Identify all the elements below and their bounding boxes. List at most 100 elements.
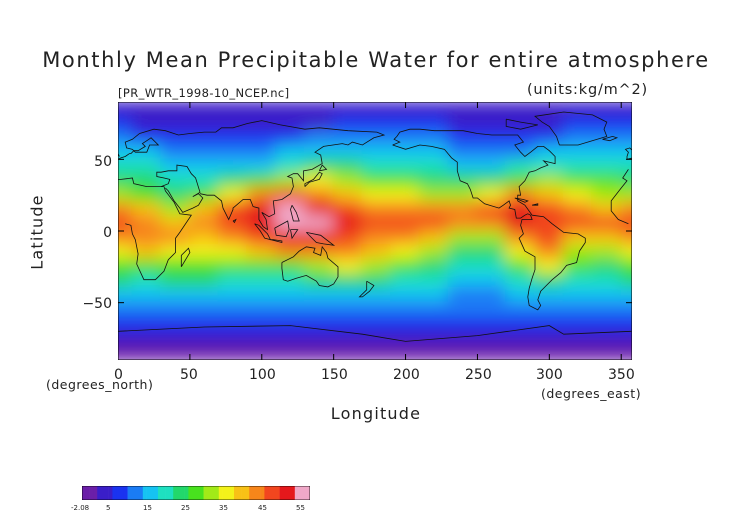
- heatmap-cell: [476, 115, 508, 132]
- x-axis-label: Longitude: [330, 404, 422, 423]
- heatmap-cell-wrap: [621, 187, 632, 204]
- heatmap-cell-wrap: [621, 244, 632, 261]
- heatmap-cell: [303, 301, 335, 318]
- heatmap-cell: [418, 230, 450, 247]
- heatmap-cell: [533, 201, 565, 218]
- heatmap-cell: [418, 287, 450, 304]
- heatmap-cell: [188, 316, 220, 333]
- heatmap-cell: [533, 215, 565, 232]
- heatmap-cell: [390, 244, 421, 261]
- heatmap-cell: [418, 316, 450, 333]
- heatmap-cell: [160, 344, 191, 360]
- heatmap-cell: [131, 287, 163, 304]
- heatmap-cell: [303, 273, 335, 290]
- colorbar-tick-min: -2.08: [71, 504, 90, 512]
- heatmap-cell: [447, 301, 479, 318]
- heatmap-cell-wrap: [621, 344, 632, 360]
- heatmap-cell: [361, 258, 393, 275]
- x-tick-350: 350: [608, 367, 635, 383]
- heatmap-cell: [505, 330, 536, 347]
- heatmap-cell: [217, 158, 249, 175]
- heatmap-cell: [217, 301, 249, 318]
- heatmap-cell-wrap: [621, 201, 632, 218]
- heatmap-cell: [361, 316, 393, 333]
- heatmap-cell-wrap: [621, 330, 632, 347]
- heatmap-cell: [303, 172, 335, 189]
- heatmap-cell: [217, 129, 249, 146]
- heatmap-cell: [361, 301, 393, 318]
- heatmap-cell: [390, 215, 421, 232]
- heatmap-cell: [562, 344, 594, 360]
- heatmap-cell-wrap: [621, 287, 632, 304]
- map-plot-area: [118, 102, 632, 360]
- heatmap-cell: [131, 201, 163, 218]
- heatmap-cell: [332, 344, 364, 360]
- heatmap-cell: [246, 102, 278, 118]
- heatmap-cell: [562, 102, 594, 118]
- coastline: [290, 229, 299, 240]
- heatmap-cell: [332, 115, 364, 132]
- colorbar-swatch: [120, 486, 125, 500]
- file-label: [PR_WTR_1998-10_NCEP.nc]: [118, 86, 290, 100]
- heatmap-cell: [591, 144, 623, 161]
- heatmap-cell: [160, 273, 191, 290]
- heatmap-cell: [390, 144, 421, 161]
- colorbar-swatch: [275, 486, 280, 500]
- heatmap-cell: [390, 330, 421, 347]
- colorbar-swatch: [158, 486, 163, 500]
- heatmap-cell: [361, 215, 393, 232]
- heatmap-cell: [118, 244, 134, 261]
- heatmap-cell: [217, 115, 249, 132]
- heatmap-cell: [303, 102, 335, 118]
- heatmap-cell: [160, 330, 191, 347]
- coastline: [304, 171, 323, 187]
- heatmap-cell: [418, 187, 450, 204]
- heatmap-cell: [188, 301, 220, 318]
- heatmap-cell: [303, 144, 335, 161]
- heatmap-cell: [447, 102, 479, 118]
- heatmap-cell: [361, 144, 393, 161]
- heatmap-cell: [217, 258, 249, 275]
- heatmap-cell: [418, 301, 450, 318]
- colorbar-swatch: [268, 486, 273, 500]
- heatmap-cell: [418, 215, 450, 232]
- heatmap-cells: [118, 102, 632, 360]
- heatmap-cell: [447, 230, 479, 247]
- colorbar-swatch: [142, 486, 147, 500]
- coastline: [270, 239, 283, 244]
- heatmap-cell: [188, 187, 220, 204]
- colorbar-swatch: [226, 486, 231, 500]
- colorbar-swatch: [272, 486, 277, 500]
- heatmap-cell: [332, 215, 364, 232]
- heatmap-cell: [562, 187, 594, 204]
- heatmap-cell: [447, 215, 479, 232]
- heatmap-cell: [217, 230, 249, 247]
- heatmap-cell: [505, 230, 536, 247]
- heatmap-cell: [562, 215, 594, 232]
- heatmap-cell: [447, 287, 479, 304]
- heatmap-cell: [447, 330, 479, 347]
- coastline: [532, 203, 539, 206]
- heatmap-cell: [533, 316, 565, 333]
- heatmap-cell: [160, 144, 191, 161]
- heatmap-cell: [246, 115, 278, 132]
- heatmap-cell: [505, 258, 536, 275]
- heatmap-cell-wrap: [621, 129, 632, 146]
- heatmap-cell: [160, 215, 191, 232]
- colorbar-swatch: [287, 486, 292, 500]
- colorbar-tick-45: 45: [258, 504, 267, 512]
- heatmap-cell: [562, 230, 594, 247]
- colorbar-swatch: [218, 486, 223, 500]
- heatmap-cell: [562, 129, 594, 146]
- heatmap-cell: [303, 230, 335, 247]
- heatmap-cell: [447, 129, 479, 146]
- heatmap-cell: [188, 201, 220, 218]
- heatmap-cell: [562, 330, 594, 347]
- heatmap-cell: [591, 316, 623, 333]
- heatmap-cell-wrap: [621, 115, 632, 132]
- heatmap-cell: [591, 187, 623, 204]
- heatmap-cell: [476, 187, 508, 204]
- colorbar-swatch: [150, 486, 155, 500]
- heatmap-cell: [332, 287, 364, 304]
- heatmap-cell: [533, 158, 565, 175]
